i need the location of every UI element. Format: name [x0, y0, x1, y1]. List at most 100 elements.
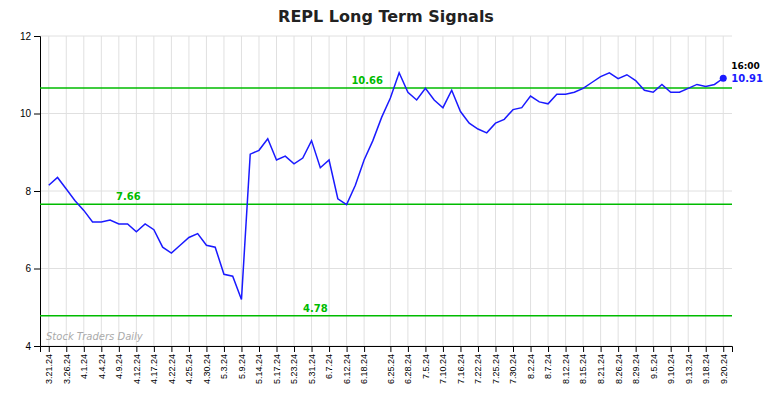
grid-line	[495, 36, 496, 346]
tick-label: 9.5.24	[649, 354, 659, 379]
tick-mark	[583, 346, 584, 352]
tick-mark	[171, 346, 172, 352]
grid-line	[390, 36, 391, 346]
grid-line	[442, 36, 443, 346]
grid-line	[618, 36, 619, 346]
tick-label: 5.9.24	[237, 354, 247, 379]
tick: 5.9.24	[237, 346, 247, 379]
tick-label: 3.21.24	[44, 354, 54, 384]
tick-mark	[636, 346, 637, 352]
tick-label: 4.22.24	[167, 354, 177, 384]
tick-mark	[329, 346, 330, 352]
grid-line	[258, 36, 259, 346]
tick: 7.16.24	[456, 346, 466, 384]
grid-line	[329, 36, 330, 346]
tick: 7.5.24	[421, 346, 431, 379]
tick-label: 8	[25, 186, 31, 197]
tick: 4.12.24	[132, 346, 142, 384]
grid-line	[276, 36, 277, 346]
reference-label: 4.78	[303, 303, 328, 314]
tick-label: 6.18.24	[359, 354, 369, 384]
grid-line	[600, 36, 601, 346]
tick: 4.30.24	[202, 346, 212, 384]
tick: 6.18.24	[359, 346, 369, 384]
tick-mark	[566, 346, 567, 352]
tick: 12	[20, 31, 40, 42]
tick-mark	[706, 346, 707, 352]
tick: 8.2.24	[526, 346, 536, 379]
tick-mark	[34, 346, 40, 347]
end-value-label: 10.91	[731, 73, 763, 84]
tick-label: 7.25.24	[491, 354, 501, 384]
grid-line	[153, 36, 154, 346]
tick: 4	[25, 341, 40, 352]
tick-mark	[347, 346, 348, 352]
tick-label: 8.7.24	[543, 354, 553, 379]
tick-mark	[34, 36, 40, 37]
tick-label: 9.10.24	[666, 354, 676, 384]
grid-line	[83, 36, 84, 346]
tick: 4.4.24	[97, 346, 107, 379]
tick: 9.13.24	[684, 346, 694, 384]
tick-mark	[294, 346, 295, 352]
y-axis: 4681012	[20, 31, 41, 352]
tick-mark	[548, 346, 549, 352]
tick: 5.14.24	[254, 346, 264, 384]
grid-line	[294, 36, 295, 346]
tick-label: 7.22.24	[473, 354, 483, 384]
grid-line	[688, 36, 689, 346]
tick-label: 4.9.24	[114, 354, 124, 379]
tick-label: 6.7.24	[324, 354, 334, 379]
tick-label: 9.18.24	[701, 354, 711, 384]
tick-mark	[66, 346, 67, 352]
tick-label: 5.31.24	[307, 354, 317, 384]
tick-label: 3.26.24	[62, 354, 72, 384]
axis-line	[41, 347, 733, 353]
tick-mark	[241, 346, 242, 352]
tick-mark	[671, 346, 672, 352]
grid-line	[653, 36, 654, 346]
reference-line	[40, 87, 732, 89]
grid-line	[66, 36, 67, 346]
grid-line	[40, 268, 732, 269]
marks	[40, 73, 732, 316]
tick: 9.18.24	[701, 346, 711, 384]
tick: 5.31.24	[307, 346, 317, 384]
tick-mark	[390, 346, 391, 352]
grid-line	[311, 36, 312, 346]
tick-mark	[688, 346, 689, 352]
reference-label: 7.66	[116, 191, 141, 202]
tick-label: 4.4.24	[97, 354, 107, 379]
tick-mark	[478, 346, 479, 352]
grid-line	[530, 36, 531, 346]
tick: 6.25.24	[386, 346, 396, 384]
tick: 8.29.24	[631, 346, 641, 384]
tick-label: 8.2.24	[526, 354, 536, 379]
tick-label: 4.12.24	[132, 354, 142, 384]
axis-line	[34, 37, 41, 347]
tick: 8.12.24	[561, 346, 571, 384]
tick-mark	[425, 346, 426, 352]
tick-mark	[34, 191, 40, 192]
tick-label: 6.25.24	[386, 354, 396, 384]
tick-mark	[119, 346, 120, 352]
tick-mark	[84, 346, 85, 352]
tick-label: 4.17.24	[149, 354, 159, 384]
grid-line	[705, 36, 706, 346]
grid-line	[346, 36, 347, 346]
grid-line	[407, 36, 408, 346]
x-axis: 3.21.243.26.244.1.244.4.244.9.244.12.244…	[41, 346, 733, 384]
tick-label: 7.5.24	[421, 354, 431, 379]
tick-mark	[49, 346, 50, 352]
tick: 7.22.24	[473, 346, 483, 384]
tick-label: 12	[20, 31, 32, 42]
tick-mark	[495, 346, 496, 352]
plot: 46810123.21.243.26.244.1.244.4.244.9.244…	[20, 31, 763, 384]
tick-label: 8.26.24	[614, 354, 624, 384]
tick: 4.22.24	[167, 346, 177, 384]
tick-label: 5.14.24	[254, 354, 264, 384]
grid-line	[40, 36, 732, 37]
tick-mark	[723, 346, 724, 352]
tick: 7.25.24	[491, 346, 501, 384]
tick-mark	[513, 346, 514, 352]
